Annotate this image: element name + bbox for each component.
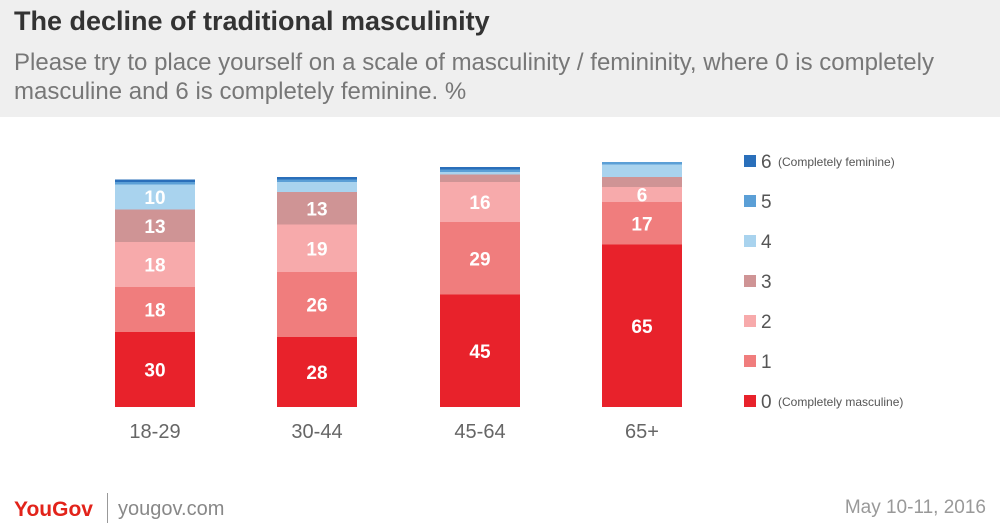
bar-segment (440, 174, 520, 182)
bar-segment (602, 244, 682, 407)
bar-segment (277, 272, 357, 337)
bar-segment (440, 222, 520, 295)
legend-label: 4 (761, 232, 772, 253)
chart-subtitle: Please try to place yourself on a scale … (14, 49, 934, 105)
legend-swatch (744, 395, 756, 407)
bar-segment (602, 177, 682, 187)
bar-segment (115, 209, 195, 242)
bar-segment (440, 169, 520, 172)
bar-segment (115, 332, 195, 407)
data-label: 45 (469, 342, 491, 363)
bar-segment (602, 164, 682, 177)
legend-swatch (744, 235, 756, 247)
bar-segment (277, 337, 357, 407)
category-label: 65+ (625, 421, 659, 443)
data-label: 19 (306, 239, 327, 260)
chart-title: The decline of traditional masculinity (14, 6, 490, 36)
footer-site: yougov.com (118, 498, 225, 520)
legend-note: (Completely masculine) (778, 395, 903, 409)
data-label: 16 (469, 193, 490, 214)
bar-segment (277, 179, 357, 182)
legend-note: (Completely feminine) (778, 155, 895, 169)
category-label: 30-44 (291, 421, 342, 443)
data-label: 13 (306, 199, 327, 220)
bar-segment (602, 202, 682, 245)
bar-segment (115, 182, 195, 185)
bar-segment (440, 294, 520, 407)
footer-date: May 10-11, 2016 (844, 497, 986, 518)
bar-segment (277, 192, 357, 225)
footer-divider (107, 493, 108, 523)
chart-header: The decline of traditional masculinity P… (0, 0, 1000, 117)
legend-label: 2 (761, 312, 772, 333)
legend-label: 5 (761, 192, 772, 213)
data-label: 28 (306, 363, 327, 384)
legend-swatch (744, 155, 756, 167)
legend-label: 6 (761, 152, 772, 173)
legend-label: 1 (761, 352, 772, 373)
bar-segment (115, 287, 195, 332)
category-label: 45-64 (454, 421, 505, 443)
data-label: 29 (469, 249, 490, 270)
legend-swatch (744, 355, 756, 367)
data-label: 18 (144, 256, 165, 277)
bar-segment (277, 177, 357, 180)
data-label: 6 (637, 186, 648, 207)
bar-segment (440, 172, 520, 175)
legend-swatch (744, 315, 756, 327)
category-label: 18-29 (129, 421, 180, 443)
legend-label: 3 (761, 272, 772, 293)
data-label: 18 (144, 301, 165, 322)
bar-segment (115, 179, 195, 182)
data-label: 30 (144, 361, 165, 382)
legend-label: 0 (761, 392, 772, 413)
bar-segment (440, 167, 520, 170)
data-label: 17 (631, 214, 652, 235)
yougov-logo: YouGov (14, 498, 93, 521)
bar-segment (115, 242, 195, 287)
data-label: 10 (144, 188, 165, 209)
bar-segment (440, 182, 520, 222)
data-label: 26 (306, 296, 327, 317)
stacked-bar-chart: 301818131018-292826191330-4445291645-646… (115, 152, 903, 443)
legend-swatch (744, 275, 756, 287)
data-label: 13 (144, 217, 165, 238)
bar-segment (602, 162, 682, 165)
bar-segment (277, 182, 357, 192)
data-label: 65 (631, 317, 653, 338)
bar-segment (277, 224, 357, 272)
bar-segment (602, 187, 682, 202)
bar-segment (115, 184, 195, 210)
legend-swatch (744, 195, 756, 207)
